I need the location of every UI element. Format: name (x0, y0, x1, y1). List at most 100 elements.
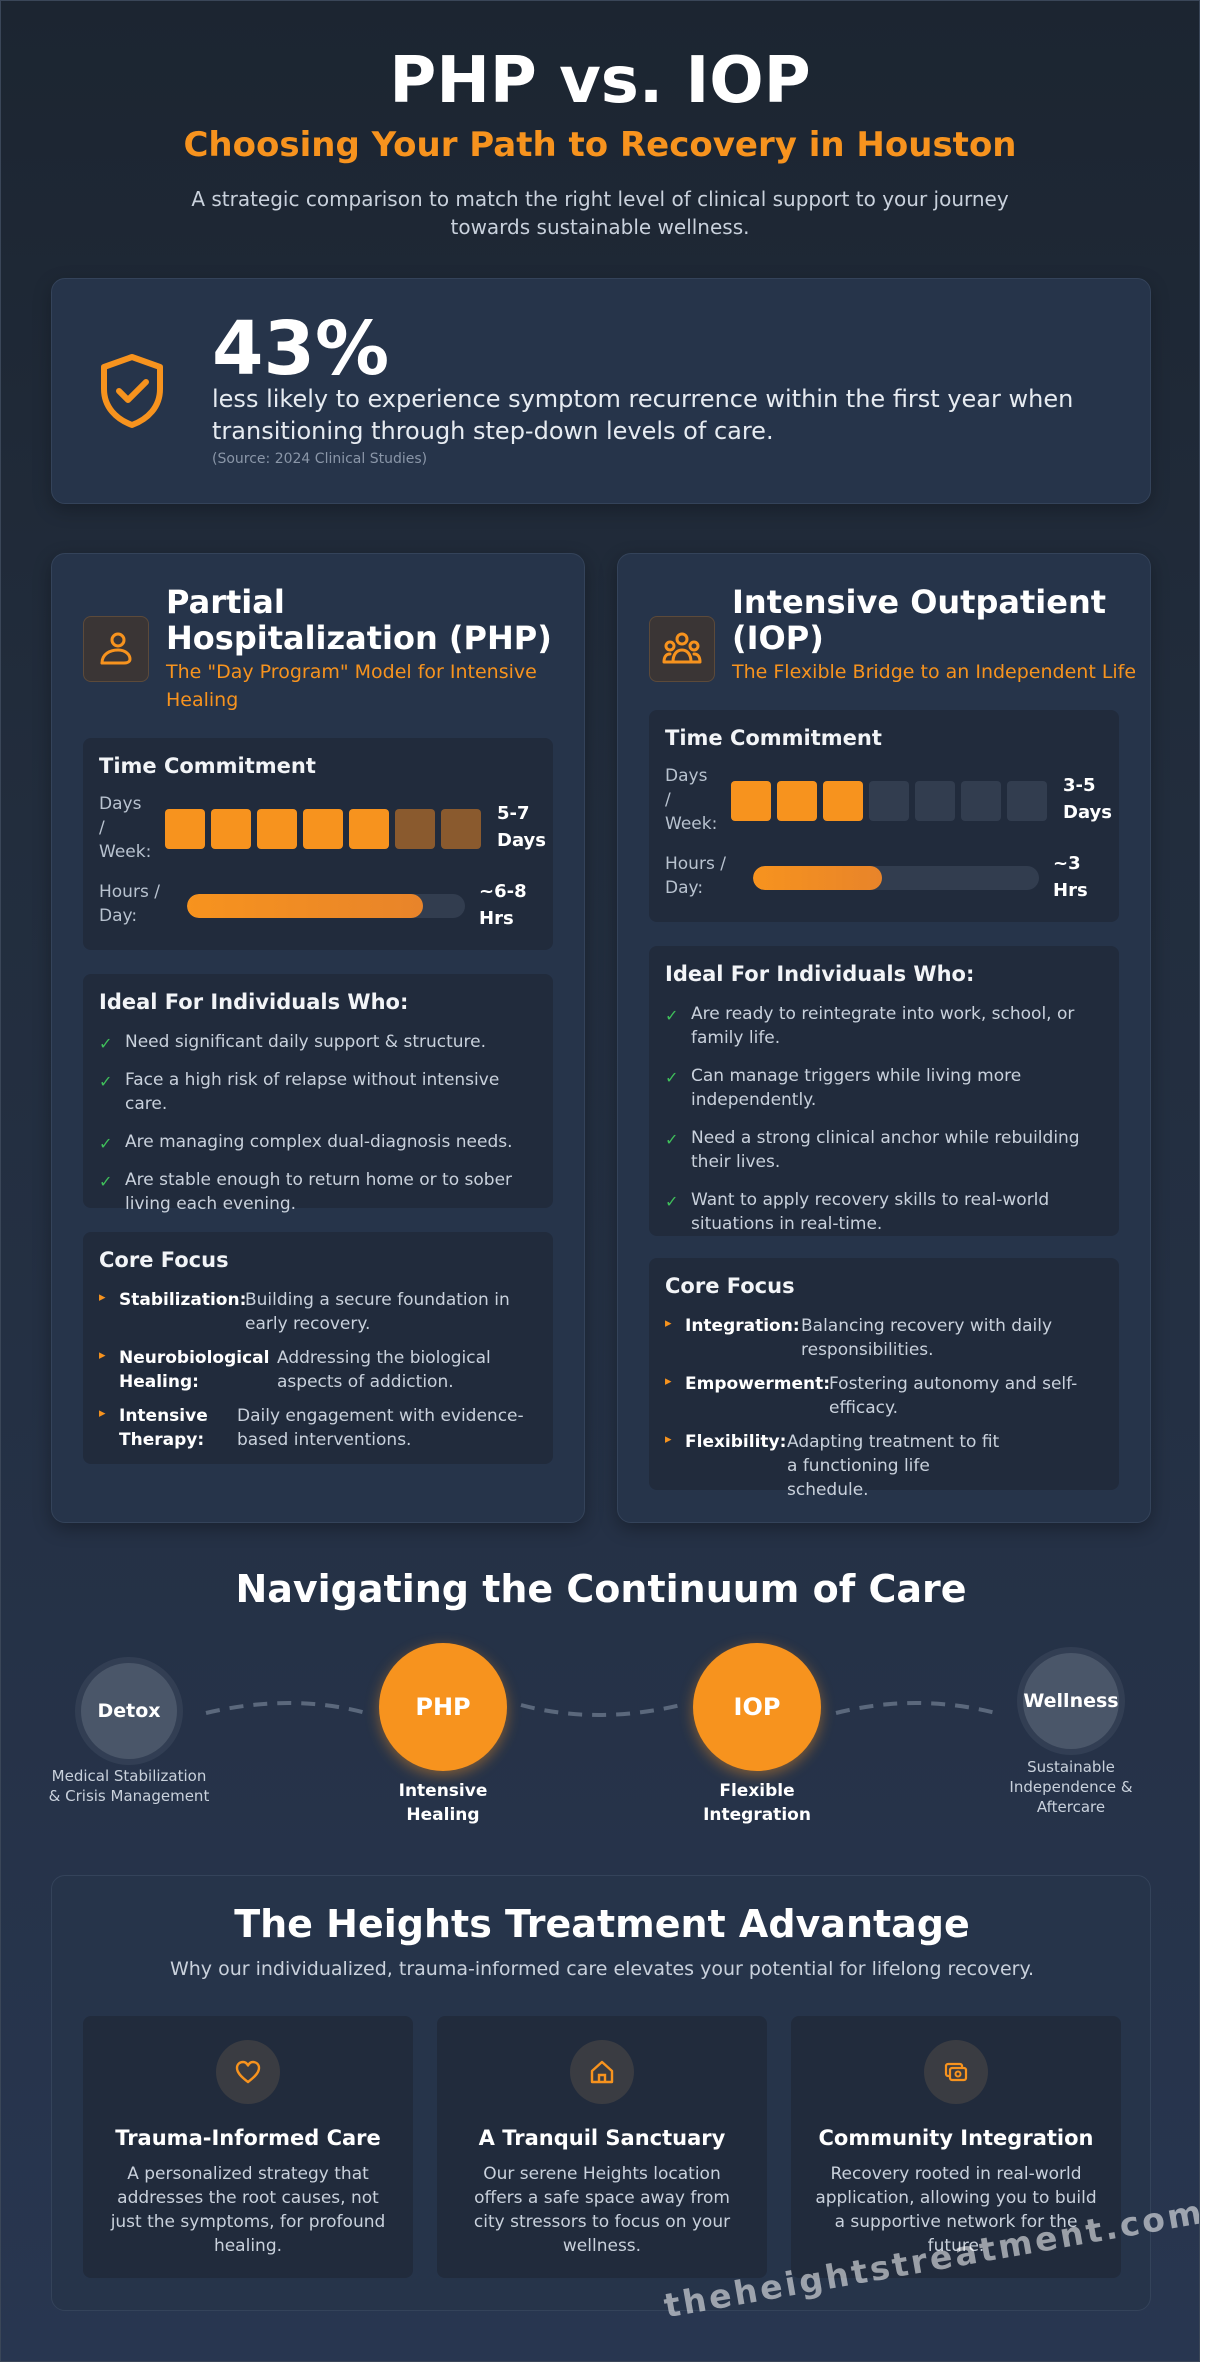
advantage-title: The Heights Treatment Advantage (234, 1902, 970, 1946)
feature-title: Community Integration (818, 2126, 1094, 2150)
community-icon (924, 2040, 988, 2104)
list-item: ✓ Are managing complex dual-diagnosis nee… (99, 1130, 539, 1154)
check-icon: ✓ (99, 1034, 113, 1053)
stat-card: 43% less likely to experience symptom re… (51, 278, 1151, 504)
iop-focus-box: Core Focus ▸ Integration: Balancing recove… (649, 1258, 1119, 1500)
iop-time-box: Time Commitment Days / Week: 3-5 Days Ho… (649, 710, 1119, 922)
home-icon (570, 2040, 634, 2104)
php-focus-list: ▸ Stabilization: Building a secure foundat… (99, 1288, 539, 1462)
iop-focus-title: Core Focus (665, 1274, 795, 1298)
iop-hours-value: ~3 Hrs (1053, 853, 1088, 901)
continuum-caption-iop: Flexible Integration (703, 1781, 811, 1825)
triangle-bullet-icon: ▸ (665, 1374, 672, 1389)
iop-days-value: 3-5 Days (1063, 775, 1112, 823)
feature-title: A Tranquil Sanctuary (478, 2126, 726, 2150)
group-people-icon (649, 616, 715, 682)
list-item: ✓ Want to apply recovery skills to real-w… (665, 1190, 1050, 1234)
person-care-icon (83, 616, 149, 682)
day-block (257, 809, 297, 849)
iop-card: Intensive Outpatient (IOP) The Flexible … (617, 553, 1151, 1523)
shield-check-icon (101, 354, 163, 428)
day-block (349, 809, 389, 849)
check-icon: ✓ (665, 1130, 679, 1149)
focus-item: ▸ Intensive Therapy: Daily engagement with… (99, 1406, 524, 1450)
day-block (395, 809, 435, 849)
php-ideal-box: Ideal For Individuals Who: ✓ Need signifi… (83, 974, 553, 1214)
focus-item: ▸ Integration: Balancing recovery with dai… (665, 1316, 1053, 1360)
check-icon: ✓ (99, 1072, 113, 1091)
php-focus-box: Core Focus ▸ Stabilization: Building a sec… (83, 1232, 553, 1464)
day-block (915, 781, 955, 821)
stat-source: (Source: 2024 Clinical Studies) (212, 451, 428, 467)
stat-value: 43% (212, 306, 390, 392)
php-card: Partial Hospitalization (PHP) The "Day P… (51, 553, 585, 1523)
intro-text: A strategic comparison to match the righ… (191, 187, 1009, 239)
iop-hours-bar (753, 866, 1039, 890)
continuum-node-php: PHP (379, 1643, 507, 1771)
feature-card: Trauma-Informed Care A personalized stra… (83, 2016, 413, 2278)
page-title: PHP vs. IOP (389, 44, 811, 118)
iop-hours-label: Hours / Day: (665, 854, 726, 898)
heart-icon (216, 2040, 280, 2104)
feature-description: Recovery rooted in real-world applicatio… (815, 2164, 1097, 2256)
php-ideal-list: ✓ Need significant daily support & struct… (99, 1030, 539, 1230)
focus-item: ▸ Empowerment: Fostering autonomy and self… (665, 1374, 1078, 1418)
check-icon: ✓ (665, 1006, 679, 1025)
day-block (303, 809, 343, 849)
iop-focus-list: ▸ Integration: Balancing recovery with dai… (665, 1314, 1105, 1512)
feature-description: A personalized strategy that addresses t… (110, 2164, 386, 2256)
check-icon: ✓ (665, 1068, 679, 1087)
list-item: ✓ Can manage triggers while living more i… (665, 1066, 1022, 1110)
day-block (1007, 781, 1047, 821)
list-item: ✓ Need a strong clinical anchor while reb… (665, 1128, 1080, 1172)
check-icon: ✓ (665, 1192, 679, 1211)
iop-ideal-list: ✓ Are ready to reintegrate into work, sch… (665, 1002, 1105, 1250)
php-hours-bar (187, 894, 465, 918)
php-days-bar (165, 809, 481, 849)
feature-title: Trauma-Informed Care (115, 2126, 381, 2150)
advantage-subtitle: Why our individualized, trauma-informed … (169, 1958, 1035, 1980)
feature-card: Community Integration Recovery rooted in… (791, 2016, 1121, 2278)
continuum-node-wellness: Wellness (1023, 1653, 1119, 1749)
iop-days-label: Days / Week: (665, 766, 718, 834)
iop-hours-fill (753, 866, 882, 890)
continuum-connectors (205, 1701, 997, 1717)
day-block (823, 781, 863, 821)
php-subtitle: The "Day Program" Model for Intensive He… (166, 661, 537, 711)
continuum-title: Navigating the Continuum of Care (235, 1567, 967, 1611)
continuum-caption-php: Intensive Healing (398, 1781, 488, 1825)
day-block (961, 781, 1001, 821)
list-item: ✓ Are stable enough to return home or to … (99, 1170, 513, 1214)
focus-item: ▸ Stabilization: Building a secure foundat… (99, 1290, 510, 1334)
iop-title: Intensive Outpatient (IOP) (732, 583, 1107, 657)
check-icon: ✓ (99, 1134, 113, 1153)
list-item: ✓ Face a high risk of relapse without int… (99, 1070, 500, 1114)
iop-days-bar (731, 781, 1047, 821)
iop-ideal-title: Ideal For Individuals Who: (665, 962, 975, 986)
php-time-title: Time Commitment (99, 754, 316, 778)
triangle-bullet-icon: ▸ (99, 1406, 106, 1421)
infographic-page: PHP vs. IOP Choosing Your Path to Recove… (0, 0, 1200, 2362)
feature-description: Our serene Heights location offers a saf… (473, 2164, 731, 2256)
triangle-bullet-icon: ▸ (665, 1432, 672, 1447)
day-block (441, 809, 481, 849)
triangle-bullet-icon: ▸ (665, 1316, 672, 1331)
day-block (869, 781, 909, 821)
triangle-bullet-icon: ▸ (99, 1290, 106, 1305)
php-hours-label: Hours / Day: (99, 882, 160, 926)
feature-card: A Tranquil Sanctuary Our serene Heights … (437, 2016, 767, 2278)
iop-subtitle: The Flexible Bridge to an Independent Li… (732, 661, 1137, 683)
focus-item: ▸ Flexibility: Adapting treatment to fit a… (665, 1432, 1000, 1500)
header: PHP vs. IOP Choosing Your Path to Recove… (1, 1, 1199, 241)
continuum-node-iop: IOP (693, 1643, 821, 1771)
day-block (165, 809, 205, 849)
day-block (731, 781, 771, 821)
continuum-caption-detox: Medical Stabilization & Crisis Managemen… (48, 1767, 210, 1805)
php-days-value: 5-7 Days (497, 803, 546, 851)
php-days-label: Days / Week: (99, 794, 152, 862)
php-hours-value: ~6-8 Hrs (479, 881, 527, 929)
list-item: ✓ Are ready to reintegrate into work, sch… (665, 1004, 1075, 1048)
advantage-section: The Heights Treatment Advantage Why our … (51, 1875, 1151, 2311)
focus-item: ▸ Neurobiological Healing: Addressing the … (99, 1348, 491, 1392)
php-hours-fill (187, 894, 424, 918)
